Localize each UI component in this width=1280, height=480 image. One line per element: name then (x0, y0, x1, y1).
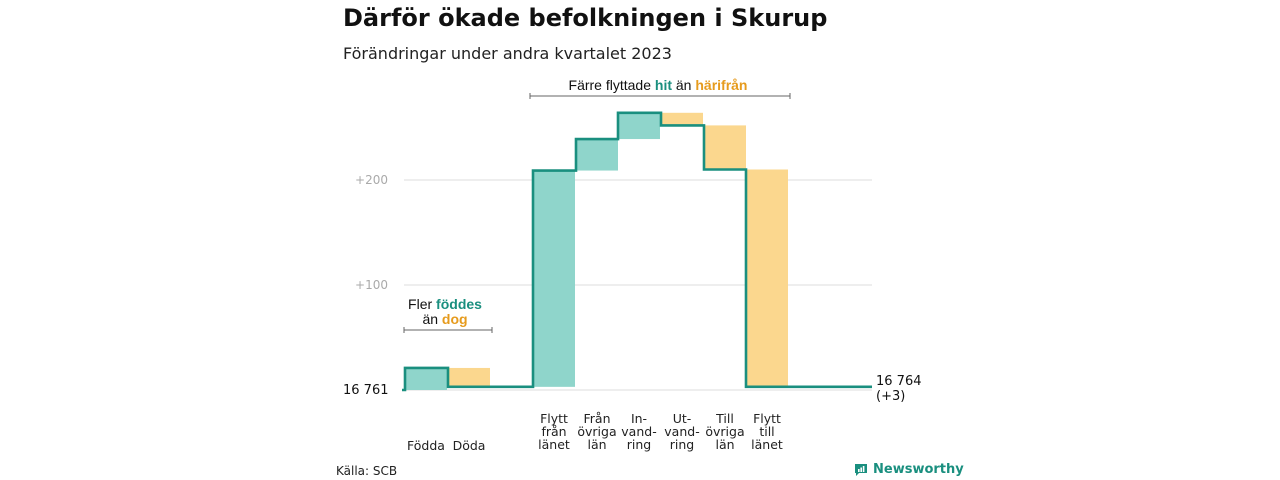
category-label: In- (631, 411, 647, 426)
category-label: länet (751, 437, 783, 452)
category-label: Flytt (753, 411, 781, 426)
category-label: ring (670, 437, 694, 452)
bar-5 (661, 112, 703, 126)
annotation-births-deaths-line1: Fler föddes (408, 296, 482, 312)
chart-subtitle: Förändringar under andra kvartalet 2023 (343, 44, 672, 63)
start-value-label: 16 761 (343, 383, 389, 398)
category-label: övriga (577, 424, 616, 439)
cumulative-step-line (402, 111, 872, 392)
bar-7 (746, 169, 788, 387)
annotation-part: än (422, 311, 441, 327)
end-change-label: (+3) (876, 389, 905, 404)
bar-4 (618, 112, 660, 140)
annotation-part: Färre flyttade (569, 77, 655, 93)
annotation-part: dog (442, 311, 468, 327)
category-label: till (759, 424, 774, 439)
y-tick-label: +100 (355, 278, 388, 292)
category-label: vand- (664, 424, 699, 439)
annotation-part: härifrån (695, 77, 747, 93)
annotation-part: hit (655, 77, 672, 93)
brand-name: Newsworthy (873, 462, 964, 477)
bar-3 (576, 139, 618, 171)
bar-2 (533, 170, 575, 387)
category-label: vand- (621, 424, 656, 439)
category-label: Till (715, 411, 734, 426)
category-label: länet (538, 437, 570, 452)
annotation-migration: Färre flyttade hit än härifrån (569, 77, 748, 93)
source-note: Källa: SCB (336, 464, 398, 478)
category-label: från (541, 424, 566, 439)
newsworthy-icon (855, 463, 867, 476)
brand-logo: Newsworthy (854, 462, 964, 477)
category-label: län (715, 437, 734, 452)
end-value-label: 16 764 (876, 374, 922, 389)
annotation-births-deaths-line2: än dog (422, 311, 467, 327)
bar-1 (448, 367, 490, 387)
annotation-part: föddes (436, 296, 482, 312)
category-label: Födda (407, 438, 445, 453)
bar-0 (405, 367, 447, 390)
bar-6 (704, 125, 746, 170)
category-label: Döda (453, 438, 486, 453)
category-label: Från (583, 411, 610, 426)
chart-title: Därför ökade befolkningen i Skurup (343, 4, 828, 32)
category-label: ring (627, 437, 651, 452)
category-label: län (587, 437, 606, 452)
y-tick-label: +200 (355, 173, 388, 187)
annotation-part: än (672, 77, 695, 93)
category-label: övriga (705, 424, 744, 439)
category-label: Ut- (673, 411, 692, 426)
annotation-part: Fler (408, 296, 436, 312)
category-label: Flytt (540, 411, 568, 426)
